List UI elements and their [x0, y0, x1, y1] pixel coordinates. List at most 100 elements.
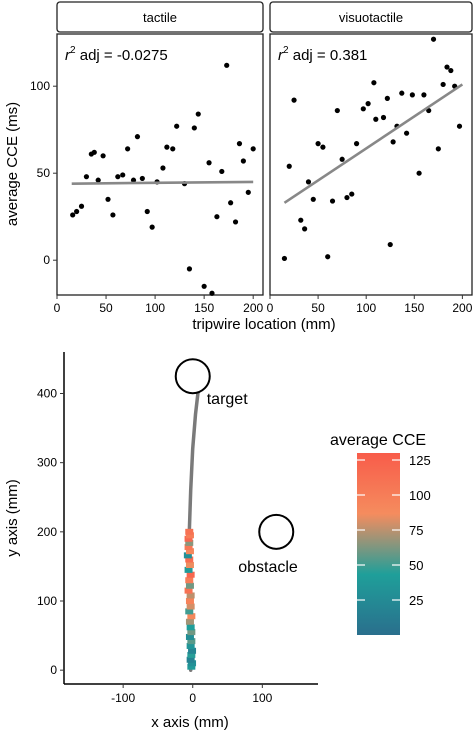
x-tick-label: 150: [404, 301, 424, 315]
legend-tick-label: 125: [409, 453, 431, 468]
facet-label: visuotactile: [339, 10, 403, 25]
data-point: [144, 208, 150, 215]
x-tick-label: 150: [194, 301, 214, 315]
data-point: [245, 189, 251, 195]
x-tick-label: 100: [252, 691, 272, 705]
data-point: [430, 36, 437, 42]
data-point: [186, 266, 193, 272]
data-point: [78, 203, 85, 209]
r2-annotation: r2 adj = -0.0275: [65, 45, 168, 64]
panel-frame: [56, 33, 264, 296]
fit-line: [283, 83, 464, 204]
data-point: [444, 64, 450, 70]
trajectory-point: [188, 660, 197, 667]
x-tick-label: 0: [267, 301, 274, 315]
trajectory-point: [185, 618, 194, 625]
data-point: [206, 160, 212, 166]
r2-symbol: r: [278, 47, 284, 64]
y-tick-label: 400: [37, 387, 57, 401]
trajectory-point: [187, 663, 196, 670]
trajectory-point: [185, 532, 194, 539]
data-point: [74, 208, 80, 215]
trajectory-point: [186, 642, 195, 649]
data-point: [149, 224, 155, 230]
trajectory-point: [187, 629, 196, 636]
y-axis-label: y axis (mm): [4, 479, 21, 557]
r2-value: adj = 0.381: [289, 47, 368, 64]
data-point: [174, 123, 180, 129]
data-point: [236, 141, 243, 147]
r2-annotation: r2 adj = 0.381: [278, 45, 367, 64]
data-point: [240, 158, 246, 164]
trajectory-point: [185, 633, 194, 640]
y-tick-label: 100: [30, 79, 50, 93]
data-point: [380, 114, 387, 121]
legend-tick-label: 75: [409, 523, 423, 538]
y-tick-label: 0: [43, 253, 50, 267]
data-point: [344, 194, 350, 201]
data-point: [91, 149, 97, 155]
legend-tick-label: 25: [409, 593, 423, 608]
trajectory-point: [186, 571, 195, 578]
facet-strip: [269, 1, 473, 33]
panel-frame: [269, 33, 473, 296]
trajectory-point: [185, 582, 194, 589]
legend-colorbar: [357, 453, 400, 635]
data-point: [214, 214, 220, 220]
data-point: [371, 80, 377, 86]
data-point: [320, 144, 326, 150]
trajectory-point: [185, 608, 194, 615]
x-tick-label: 100: [145, 301, 165, 315]
data-point: [232, 219, 239, 225]
data-point: [334, 107, 340, 114]
data-point: [286, 163, 292, 169]
data-point: [100, 153, 106, 159]
data-point: [70, 212, 76, 218]
data-point: [339, 156, 345, 162]
data-point: [201, 283, 207, 289]
y-tick-label: 200: [37, 525, 57, 539]
data-point: [353, 141, 360, 147]
legend-tick-label: 50: [409, 558, 423, 573]
y-tick-label: 100: [37, 594, 57, 608]
trajectory-point: [185, 562, 194, 569]
data-point: [365, 101, 371, 107]
facet-tactile: tactile 0 50 100 150 200 0 50 100 r2 adj = -0.027…: [30, 1, 264, 315]
obstacle-circle: [258, 513, 295, 550]
trajectory-point: [188, 647, 197, 654]
data-point: [390, 139, 396, 145]
x-tick-label: 0: [54, 301, 61, 315]
r2-superscript: 2: [283, 45, 289, 56]
data-point: [83, 174, 90, 180]
y-tick-label: 300: [37, 456, 57, 470]
data-point: [305, 179, 312, 185]
x-tick-label: 200: [243, 301, 263, 315]
trajectory-point: [184, 535, 193, 542]
data-point: [360, 106, 366, 112]
data-point: [95, 177, 101, 183]
legend-tick-label: 100: [409, 488, 431, 503]
data-point: [349, 191, 355, 197]
x-tick-label: 50: [311, 301, 325, 315]
x-axis-label: x axis (mm): [151, 714, 229, 731]
x-tick-label: 200: [452, 301, 472, 315]
legend-title: average CCE: [330, 432, 426, 449]
fit-line: [71, 180, 254, 185]
trajectory-point: [185, 598, 194, 604]
trajectory-panel: 0 100 200 300 400 -100 0 100 x axis (mm) y axis (…: [4, 352, 431, 731]
data-point: [105, 196, 111, 202]
data-point: [125, 146, 131, 152]
y-tick-label: 0: [50, 663, 57, 677]
target-circle: [174, 358, 211, 395]
data-point: [384, 95, 390, 101]
data-point: [219, 168, 225, 175]
trajectory-point: [185, 539, 194, 546]
data-point: [435, 146, 441, 152]
data-point: [403, 130, 410, 136]
data-point: [120, 172, 126, 178]
trajectory-point: [184, 566, 193, 573]
data-point: [160, 165, 166, 171]
data-point: [250, 146, 256, 152]
